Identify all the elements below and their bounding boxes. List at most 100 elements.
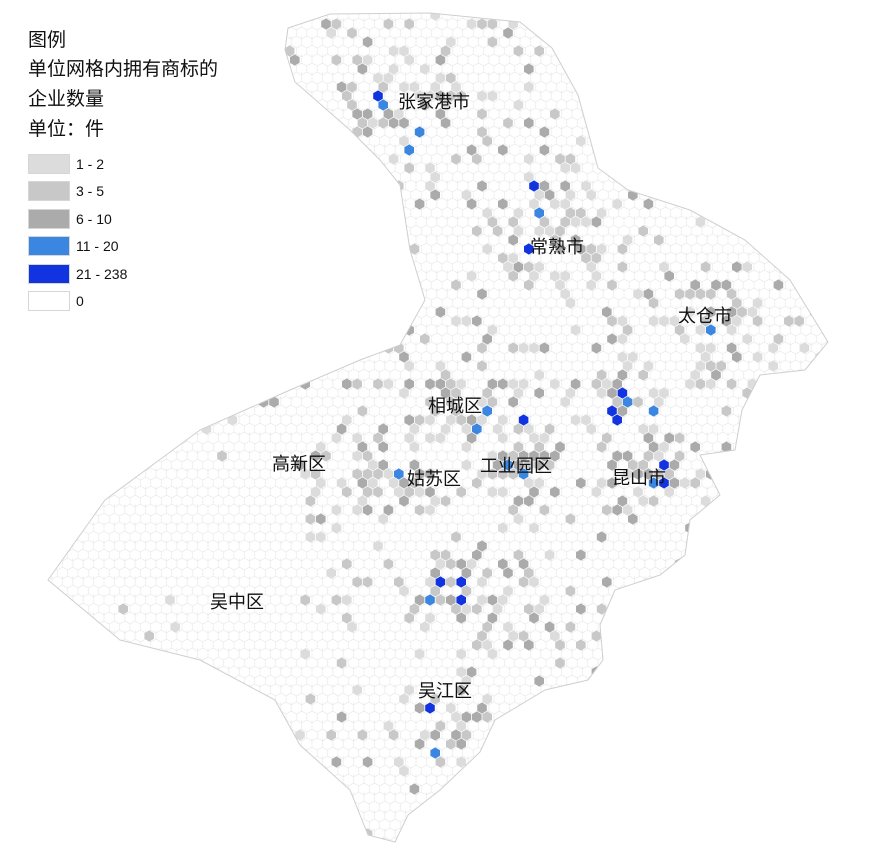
grid-cell [498, 378, 508, 390]
grid-cell [695, 36, 706, 48]
grid-cell [300, 594, 310, 606]
grid-cell [253, 369, 264, 381]
grid-cell [461, 585, 472, 597]
grid-cell [529, 198, 539, 210]
grid-cell [524, 243, 534, 255]
grid-cell [789, 162, 799, 174]
grid-cell [399, 585, 409, 597]
grid-cell [477, 18, 487, 30]
grid-cell [555, 639, 565, 651]
grid-cell [570, 162, 581, 174]
grid-cell [607, 477, 617, 489]
grid-cell [331, 594, 342, 606]
grid-cell [550, 108, 560, 120]
grid-cell [487, 594, 498, 606]
grid-cell [773, 279, 784, 291]
label-taicang: 太仓市 [678, 306, 732, 327]
grid-cell [591, 486, 602, 498]
grid-cell [487, 450, 498, 462]
grid-cell [607, 81, 617, 93]
grid-cell [238, 396, 248, 408]
grid-cell [425, 702, 435, 714]
grid-cell [50, 504, 61, 516]
grid-cell [482, 135, 492, 147]
grid-cell [586, 189, 596, 201]
grid-cell [336, 657, 347, 669]
grid-cell [643, 792, 654, 804]
grid-cell [726, 108, 737, 120]
grid-cell [622, 108, 633, 120]
grid-cell [524, 153, 534, 165]
grid-cell [264, 117, 274, 129]
grid-cell [118, 603, 128, 615]
grid-cell [643, 90, 654, 102]
grid-cell [612, 18, 622, 30]
grid-cell [664, 468, 674, 480]
grid-cell [622, 450, 633, 462]
grid-cell [362, 54, 373, 66]
grid-cell [758, 180, 768, 192]
grid-cell [617, 315, 628, 327]
grid-cell [565, 621, 576, 633]
grid-cell [503, 117, 513, 129]
grid-cell [560, 396, 570, 408]
grid-cell [706, 378, 716, 390]
grid-cell [539, 342, 550, 354]
grid-cell [170, 333, 180, 345]
grid-cell [217, 810, 227, 822]
grid-cell [815, 171, 825, 183]
grid-cell [586, 801, 596, 813]
grid-cell [404, 144, 414, 156]
grid-cell [544, 423, 555, 435]
grid-cell [747, 306, 758, 318]
grid-cell [414, 594, 425, 606]
grid-cell [524, 81, 534, 93]
grid-cell [633, 486, 643, 498]
grid-cell [815, 297, 825, 309]
grid-cell [737, 180, 747, 192]
grid-cell [529, 180, 539, 192]
grid-cell [643, 18, 654, 30]
grid-cell [544, 549, 555, 561]
grid-cell [524, 603, 534, 615]
grid-cell [394, 108, 404, 120]
grid-cell [498, 594, 508, 606]
grid-cell [50, 612, 61, 624]
grid-cell [643, 450, 654, 462]
grid-cell [622, 234, 633, 246]
grid-cell [586, 747, 596, 759]
grid-cell [373, 378, 383, 390]
grid-cell [383, 378, 394, 390]
grid-cell [607, 693, 617, 705]
grid-cell [295, 315, 305, 327]
grid-cell [435, 756, 446, 768]
grid-cell [799, 252, 810, 264]
grid-cell [295, 279, 305, 291]
legend-swatch [28, 236, 70, 257]
grid-cell [503, 459, 513, 471]
grid-cell [534, 369, 544, 381]
grid-cell [534, 675, 544, 687]
grid-cell [706, 360, 716, 372]
grid-cell [399, 387, 409, 399]
grid-cell [144, 630, 154, 642]
grid-cell [472, 315, 482, 327]
grid-cell [622, 360, 633, 372]
grid-cell [362, 36, 373, 48]
grid-cell [732, 351, 742, 363]
grid-cell [430, 693, 440, 705]
grid-cell [394, 234, 404, 246]
grid-cell [430, 729, 440, 741]
grid-cell [440, 423, 451, 435]
grid-cell [435, 594, 446, 606]
grid-cell [456, 90, 466, 102]
grid-cell [726, 288, 737, 300]
grid-cell [529, 576, 539, 588]
grid-cell [648, 477, 659, 489]
grid-cell [617, 351, 628, 363]
grid-cell [622, 504, 633, 516]
grid-cell [508, 234, 518, 246]
grid-cell [607, 459, 617, 471]
grid-cell [368, 459, 378, 471]
